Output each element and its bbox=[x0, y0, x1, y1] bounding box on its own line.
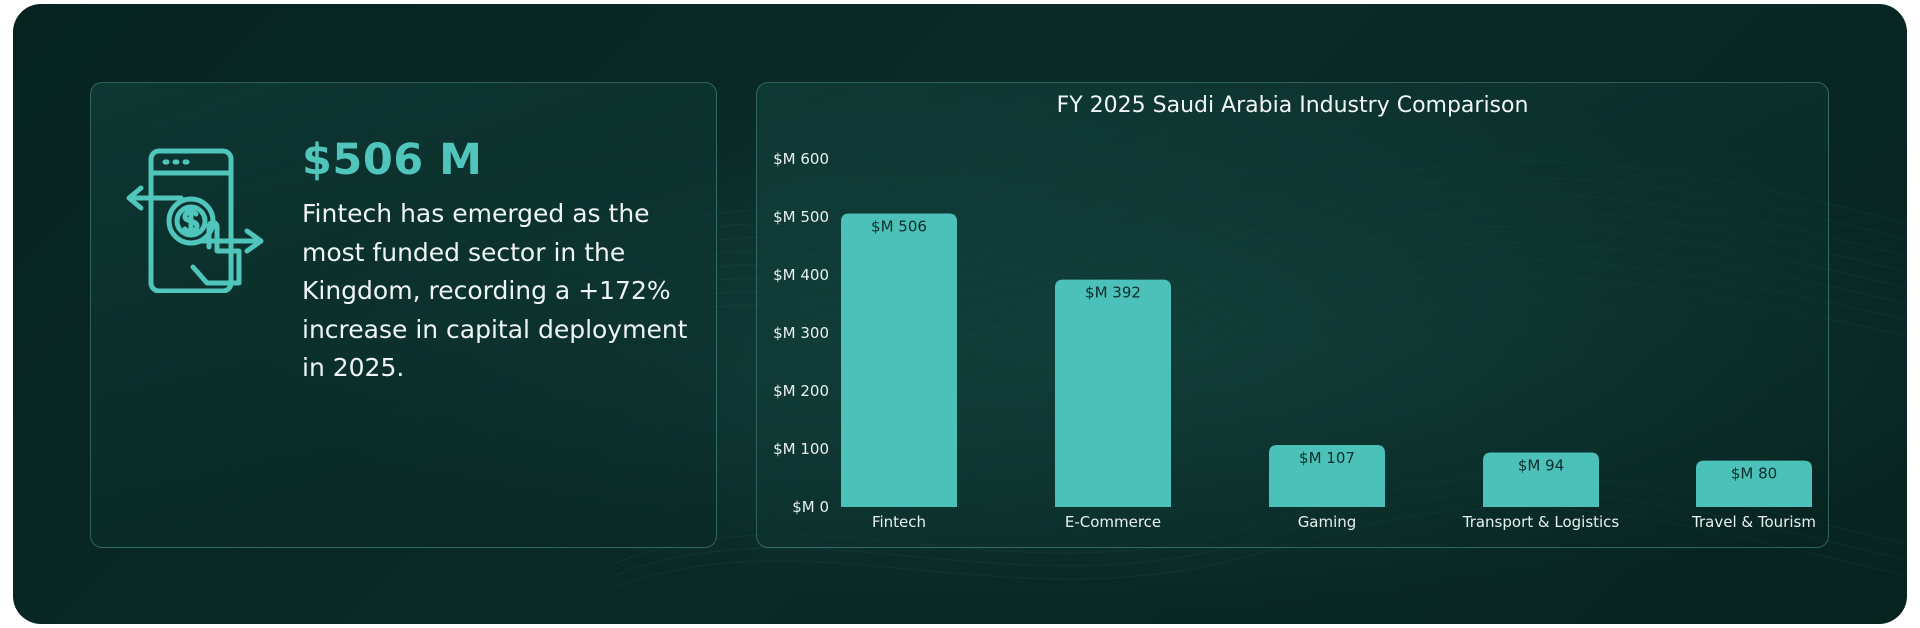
y-tick-label: $M 0 bbox=[792, 498, 829, 516]
y-tick-label: $M 500 bbox=[773, 208, 829, 226]
x-tick-label: Transport & Logistics bbox=[1462, 513, 1620, 531]
x-tick-label: Fintech bbox=[872, 513, 926, 531]
chart-title: FY 2025 Saudi Arabia Industry Comparison bbox=[1056, 93, 1529, 118]
bar-value-label: $M 94 bbox=[1518, 456, 1564, 474]
bar bbox=[841, 213, 957, 507]
y-tick-label: $M 400 bbox=[773, 266, 829, 284]
bar-value-label: $M 107 bbox=[1299, 449, 1355, 467]
y-tick-label: $M 300 bbox=[773, 324, 829, 342]
bar-value-label: $M 392 bbox=[1085, 284, 1141, 302]
bar bbox=[1269, 444, 1385, 507]
dashboard-frame: $506 M Fintech has emerged as the most f… bbox=[13, 4, 1907, 624]
bar bbox=[1483, 452, 1599, 507]
x-tick-label: E-Commerce bbox=[1065, 513, 1161, 531]
bar bbox=[1696, 460, 1812, 507]
bar-value-label: $M 506 bbox=[871, 218, 927, 236]
y-tick-label: $M 600 bbox=[773, 150, 829, 168]
bar-value-label: $M 80 bbox=[1731, 465, 1777, 483]
chart-card: FY 2025 Saudi Arabia Industry Comparison… bbox=[756, 82, 1829, 548]
bar bbox=[1055, 279, 1171, 507]
x-tick-label: Travel & Tourism bbox=[1691, 513, 1816, 531]
bar-chart: $M 0 $M 100 $M 200 $M 300 $M 400 $M 500 $M 600… bbox=[773, 150, 1816, 531]
x-tick-label: Gaming bbox=[1298, 513, 1357, 531]
y-tick-label: $M 100 bbox=[773, 440, 829, 458]
mobile-payment-icon bbox=[126, 148, 264, 293]
kpi-card: $506 M Fintech has emerged as the most f… bbox=[90, 82, 717, 548]
y-tick-label: $M 200 bbox=[773, 382, 829, 400]
kpi-value: $506 M bbox=[302, 135, 483, 185]
kpi-description: Fintech has emerged as the most funded s… bbox=[302, 199, 688, 382]
